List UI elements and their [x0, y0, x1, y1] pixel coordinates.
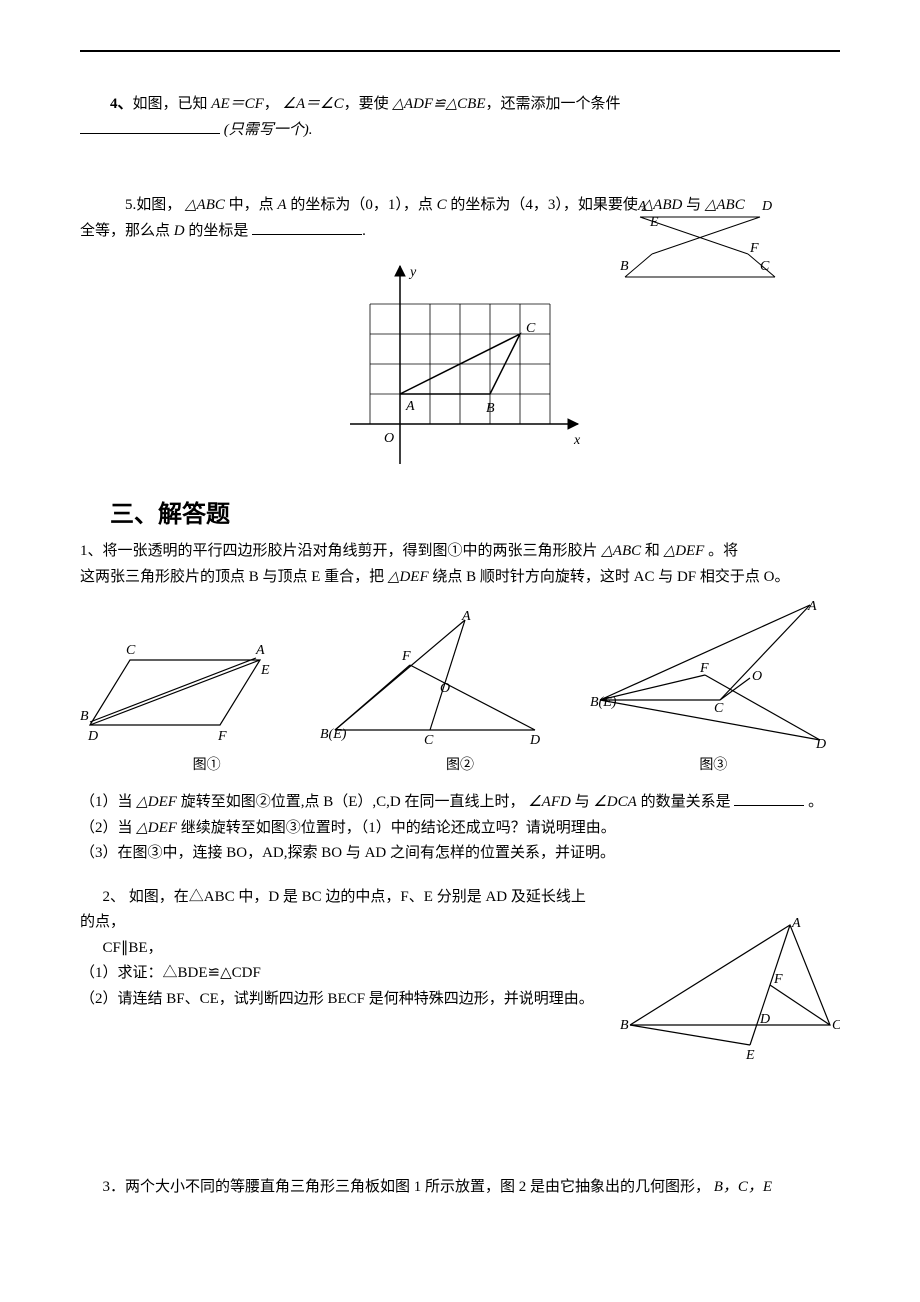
p1-sub2: （2）当 △DEF 继续旋转至如图③位置时，（1）中的结论还成立吗？请说明理由。	[80, 816, 840, 842]
p1-blank	[734, 790, 804, 806]
q4-cond2: ∠A＝∠C	[283, 96, 344, 112]
svg-text:F: F	[217, 729, 227, 744]
svg-text:O: O	[440, 681, 450, 696]
q4-label-E: E	[649, 215, 659, 230]
q4-cond1: AE＝CF	[211, 96, 264, 112]
q4-label-C: C	[760, 259, 770, 274]
q4-line1: 4、如图，已知 AE＝CF， ∠A＝∠C，要使 △ADF≌△CBE，还需添加一个…	[80, 92, 840, 118]
svg-text:D: D	[815, 737, 826, 750]
p1-line1: 1、将一张透明的平行四边形胶片沿对角线剪开，得到图①中的两张三角形胶片 △ABC…	[80, 539, 840, 565]
svg-text:B(E): B(E)	[590, 695, 617, 710]
q4-line2: (只需写一个).	[80, 118, 840, 144]
q4-figure: A D E B F C	[620, 192, 780, 282]
p1-sub3: （3）在图③中，连接 BO，AD,探索 BO 与 AD 之间有怎样的位置关系，并…	[80, 841, 840, 867]
p1-fig1: C A E B D F	[80, 630, 280, 750]
q4-label-F: F	[749, 241, 759, 256]
svg-text:A: A	[791, 916, 801, 931]
svg-text:B: B	[620, 1018, 629, 1033]
svg-text:O: O	[752, 669, 762, 684]
q4-label-A: A	[637, 199, 647, 214]
q4-prefix: 4、	[110, 96, 133, 112]
q4-tail: (只需写一个).	[224, 122, 313, 138]
p1-cap1: 图①	[193, 754, 221, 774]
svg-text:C: C	[714, 701, 724, 716]
p1-line2: 这两张三角形胶片的顶点 B 与顶点 E 重合，把 △DEF 绕点 B 顺时针方向…	[80, 565, 840, 591]
p1-cap2: 图②	[446, 754, 474, 774]
svg-text:A: A	[255, 643, 265, 658]
p1-fig2: A F O B(E) C D	[320, 610, 550, 750]
q5-Blabel: B	[486, 401, 495, 416]
q4-tri1: △ADF≌△CBE	[392, 96, 485, 112]
p2-line1: 2、 如图，在△ABC 中，D 是 BC 边的中点，F、E 分别是 AD 及延长…	[80, 885, 600, 936]
svg-text:A: A	[807, 600, 817, 614]
svg-text:A: A	[461, 610, 471, 624]
svg-text:D: D	[87, 729, 98, 744]
q4-blank	[80, 118, 220, 134]
p1-captions: 图① 图② 图③	[80, 754, 840, 774]
q5-blank	[252, 219, 362, 235]
problem-2: 2、 如图，在△ABC 中，D 是 BC 边的中点，F、E 分别是 AD 及延长…	[80, 885, 840, 1055]
svg-text:C: C	[832, 1018, 840, 1033]
problem-3: 3．两个大小不同的等腰直角三角形三角板如图 1 所示放置，图 2 是由它抽象出的…	[80, 1175, 840, 1201]
q5-Clabel: C	[526, 321, 536, 336]
top-rule	[80, 50, 840, 52]
svg-text:C: C	[424, 733, 434, 748]
q5-ylabel: y	[408, 265, 417, 280]
p1-figures: C A E B D F A F O B(E) C	[80, 600, 840, 750]
p1-fig3: A B(E) F O C D	[590, 600, 840, 750]
p1-sub1: （1）当 △DEF 旋转至如图②位置,点 B（E）,C,D 在同一直线上时， ∠…	[80, 790, 840, 816]
p1-cap3: 图③	[699, 754, 727, 774]
section-3-title: 三、解答题	[110, 494, 840, 529]
svg-text:C: C	[126, 643, 136, 658]
q5-graph: y x O A B C	[330, 254, 590, 474]
svg-text:B: B	[80, 709, 89, 724]
q5-Alabel: A	[405, 399, 415, 414]
svg-text:B(E): B(E)	[320, 727, 347, 742]
svg-text:F: F	[699, 661, 709, 676]
q4-label-D: D	[761, 199, 772, 214]
question-4: 4、如图，已知 AE＝CF， ∠A＝∠C，要使 △ADF≌△CBE，还需添加一个…	[80, 92, 840, 143]
p2-figure: A B C D F E	[620, 915, 840, 1065]
svg-text:D: D	[529, 733, 540, 748]
q4-t-a: 如图，已知	[133, 96, 208, 112]
q4-label-B: B	[620, 259, 629, 274]
q5-xlabel: x	[573, 433, 581, 448]
svg-text:D: D	[759, 1012, 770, 1027]
svg-text:F: F	[773, 972, 783, 987]
svg-text:E: E	[745, 1048, 755, 1063]
q5-Olabel: O	[384, 431, 394, 446]
svg-text:E: E	[260, 663, 270, 678]
svg-text:F: F	[401, 649, 411, 664]
problem-1: 1、将一张透明的平行四边形胶片沿对角线剪开，得到图①中的两张三角形胶片 △ABC…	[80, 539, 840, 867]
